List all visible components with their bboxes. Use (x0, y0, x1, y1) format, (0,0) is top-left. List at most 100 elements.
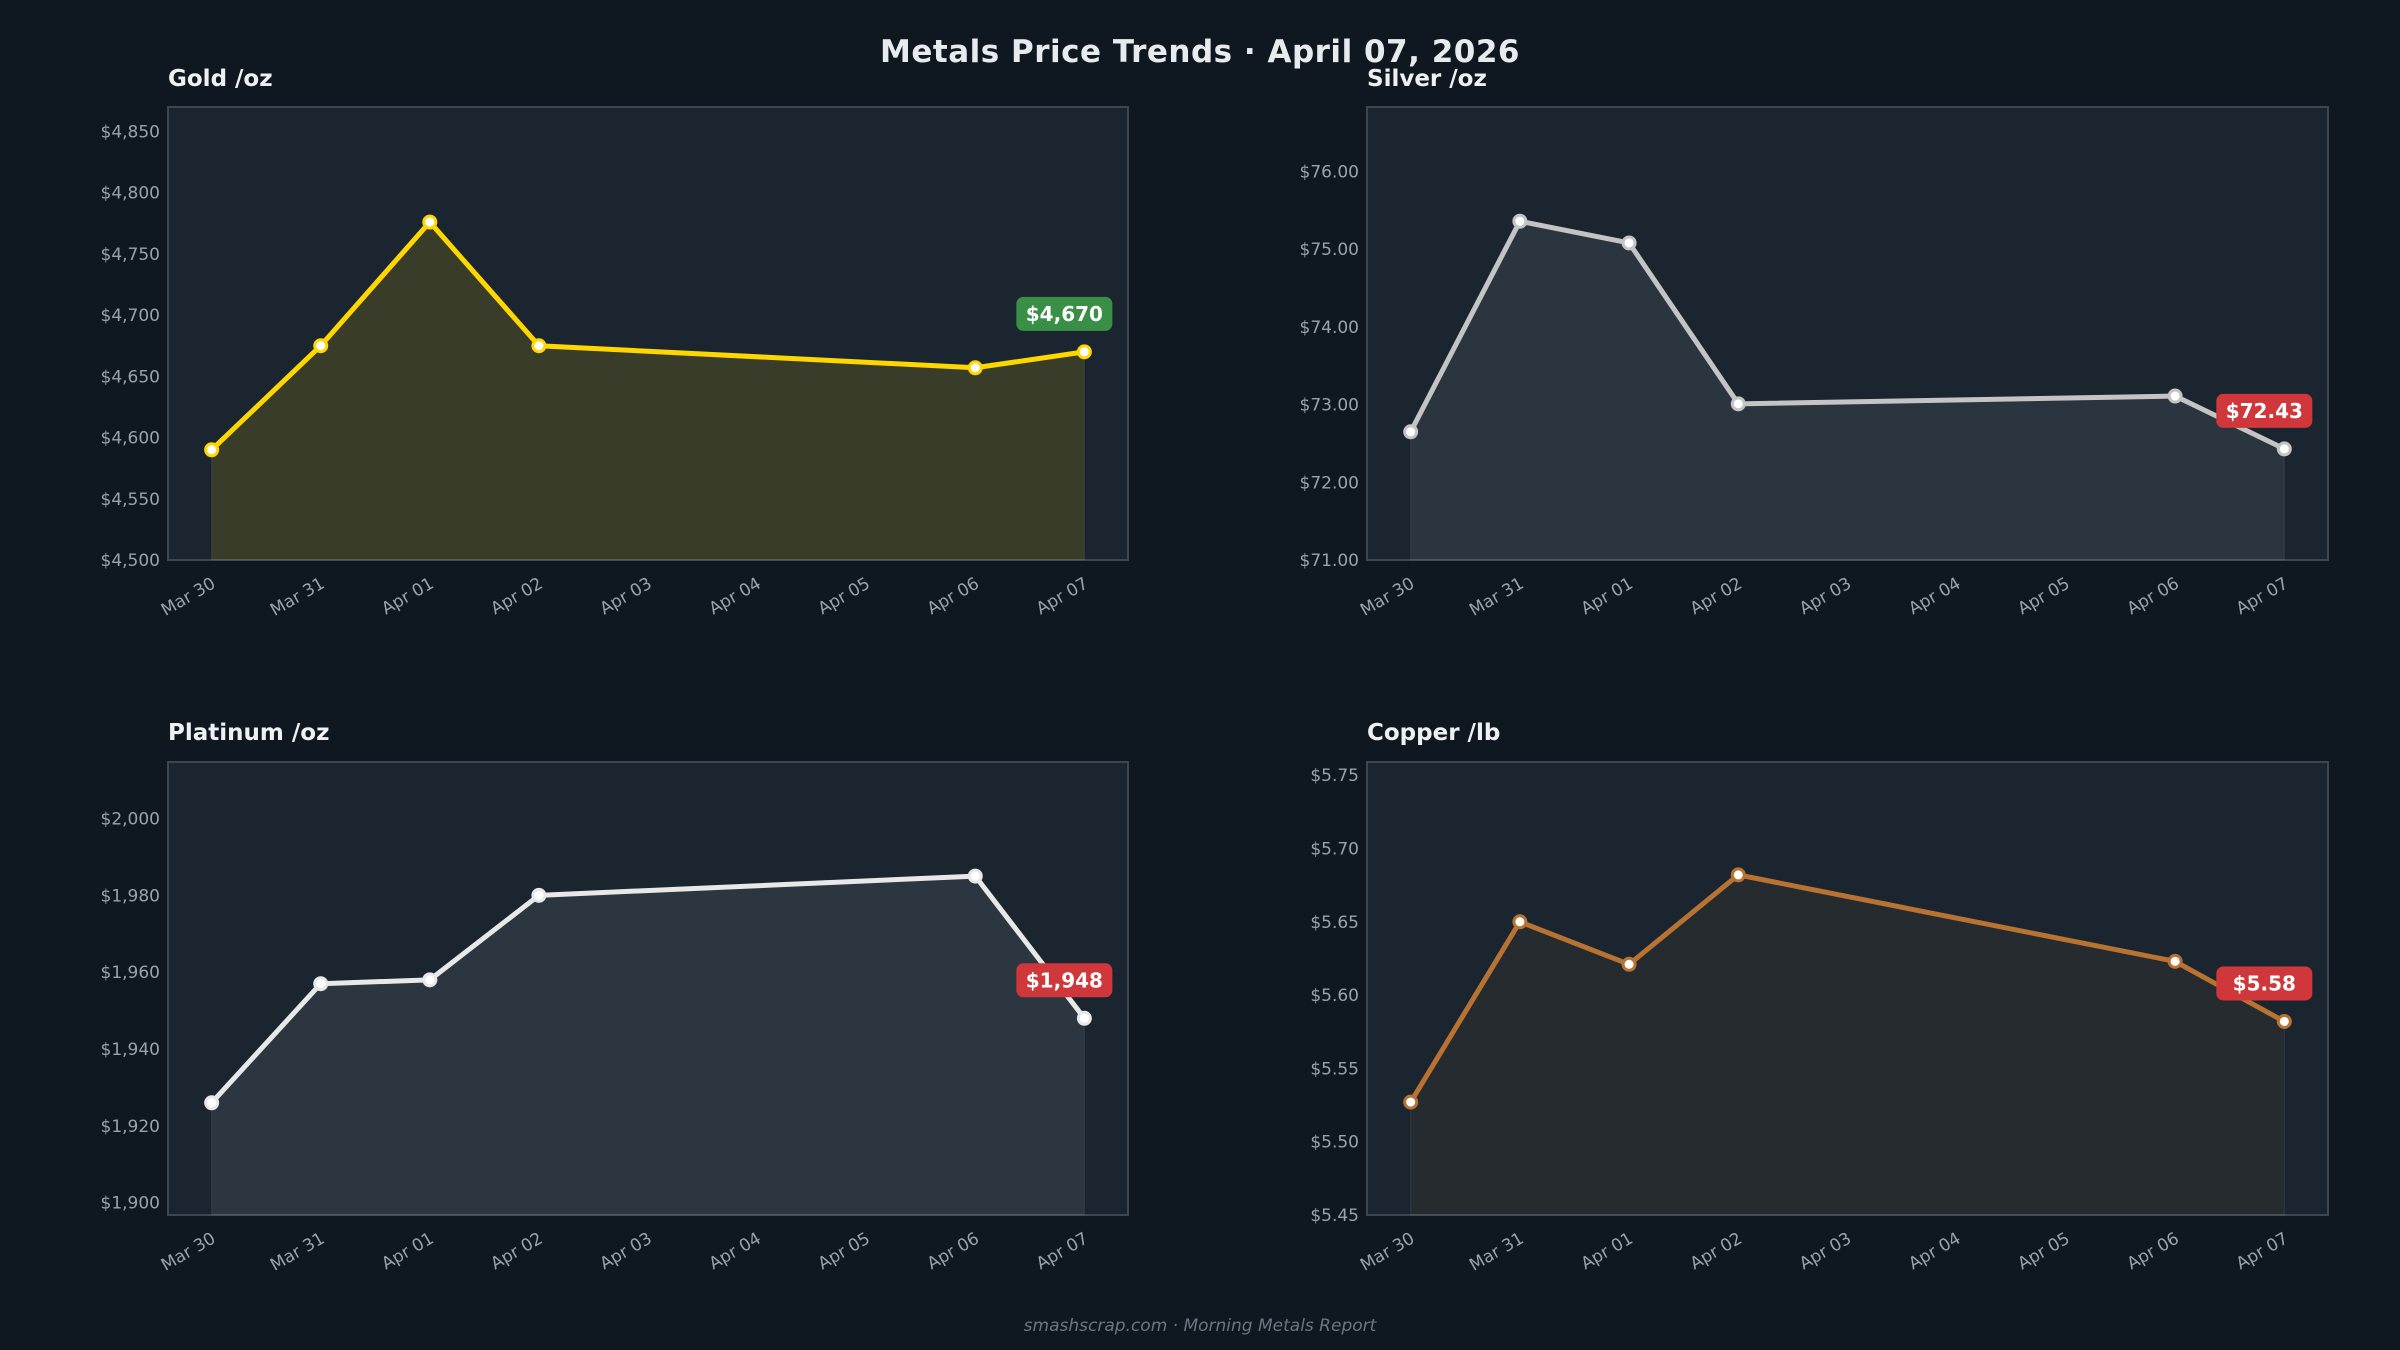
silver-ytick-label: $72.00 (1300, 473, 1359, 493)
gold-ytick-label: $4,850 (101, 122, 160, 142)
platinum-xtick-label: Mar 31 (267, 1229, 328, 1276)
copper-ytick-label: $5.65 (1310, 913, 1359, 933)
silver-xtick-label: Apr 02 (1687, 574, 1746, 620)
footer-credit: smashscrap.com · Morning Metals Report (1023, 1316, 1377, 1336)
silver-ytick-label: $75.00 (1300, 240, 1359, 260)
platinum-xtick-label: Apr 06 (924, 1229, 983, 1275)
gold-data-point (313, 338, 329, 354)
platinum-ytick-label: $1,940 (101, 1040, 160, 1060)
gold-panel-title: Gold /oz (168, 66, 273, 92)
gold-ytick-label: $4,600 (101, 429, 160, 449)
gold-plot-area (167, 106, 1129, 561)
gold-ytick-label: $4,650 (101, 367, 160, 387)
gold-xtick-label: Apr 01 (378, 574, 437, 620)
copper-data-point (1730, 867, 1746, 883)
silver-xtick-label: Apr 01 (1578, 574, 1637, 620)
platinum-xtick-label: Apr 05 (815, 1229, 874, 1275)
copper-chart: $5.45 $5.50 $5.55 $5.60 $5.65 $5.70 $5.75 Mar 3… (1310, 761, 2329, 1276)
silver-chart: $71.00 $72.00 $73.00 $74.00 $75.00 $76.00 Mar … (1300, 106, 2329, 621)
gold-ytick-label: $4,500 (101, 551, 160, 571)
copper-ytick-label: $5.50 (1310, 1133, 1359, 1153)
platinum-chart: $1,900 $1,920 $1,940 $1,960 $1,980 $2,000 Mar … (101, 761, 1129, 1276)
platinum-xtick-label: Apr 02 (488, 1229, 547, 1275)
gold-xtick-label: Apr 06 (924, 574, 983, 620)
gold-price-line (209, 219, 1085, 452)
silver-xtick-label: Apr 05 (2015, 574, 2074, 620)
gold-xtick-label: Apr 02 (488, 574, 547, 620)
platinum-data-point (313, 976, 329, 992)
gold-data-point (531, 338, 547, 354)
copper-xtick-label: Apr 02 (1687, 1229, 1746, 1275)
copper-data-point (1403, 1094, 1419, 1110)
platinum-panel-title: Platinum /oz (168, 720, 330, 746)
gold-data-point (1076, 344, 1092, 360)
platinum-ytick-label: $1,920 (101, 1117, 160, 1137)
copper-xtick-label: Apr 05 (2015, 1229, 2074, 1275)
silver-xtick-label: Apr 03 (1796, 574, 1855, 620)
platinum-xtick-label: Apr 03 (597, 1229, 656, 1275)
platinum-xtick-label: Apr 01 (378, 1229, 437, 1275)
platinum-data-point (422, 972, 438, 988)
platinum-xtick-label: Apr 04 (706, 1229, 765, 1275)
gold-xtick-label: Apr 04 (706, 574, 765, 620)
silver-data-point (1403, 424, 1419, 440)
silver-data-point (2276, 441, 2292, 457)
copper-price-line (1408, 872, 2286, 1104)
copper-ytick-label: $5.75 (1310, 766, 1359, 786)
copper-xtick-label: Apr 01 (1578, 1229, 1637, 1275)
platinum-data-point (1076, 1010, 1092, 1026)
copper-ytick-label: $5.60 (1310, 986, 1359, 1006)
gold-ytick-label: $4,550 (101, 490, 160, 510)
copper-xtick-label: Mar 31 (1466, 1229, 1527, 1276)
platinum-xtick-label: Mar 30 (158, 1229, 219, 1276)
copper-data-point (1512, 914, 1528, 930)
gold-ytick-label: $4,700 (101, 306, 160, 326)
copper-ytick-label: $5.55 (1310, 1059, 1359, 1079)
copper-last-value-label: $5.58 (2233, 971, 2296, 995)
silver-xtick-label: Apr 06 (2124, 574, 2183, 620)
gold-xtick-label: Apr 05 (815, 574, 874, 620)
platinum-xtick-label: Apr 07 (1033, 1229, 1092, 1275)
silver-xtick-label: Apr 07 (2233, 574, 2292, 620)
gold-last-value-badge (1016, 296, 1113, 331)
platinum-data-point (204, 1095, 220, 1111)
platinum-data-point (531, 887, 547, 903)
platinum-ytick-label: $1,980 (101, 886, 160, 906)
silver-data-point (1621, 235, 1637, 251)
silver-data-point (2167, 388, 2183, 404)
silver-xtick-label: Mar 30 (1357, 574, 1418, 621)
gold-chart: $4,500 $4,550 $4,600 $4,650 $4,700 $4,750 $4,8… (101, 106, 1129, 621)
main-title: Metals Price Trends · April 07, 2026 (880, 34, 1520, 70)
gold-last-value-label: $4,670 (1026, 302, 1103, 326)
silver-ytick-label: $74.00 (1300, 318, 1359, 338)
silver-ytick-label: $71.00 (1300, 551, 1359, 571)
silver-price-line (1408, 218, 2286, 452)
copper-data-point (1621, 956, 1637, 972)
copper-plot-area (1366, 761, 2329, 1216)
silver-xtick-label: Mar 31 (1466, 574, 1527, 621)
silver-panel-title: Silver /oz (1367, 66, 1487, 92)
silver-ytick-label: $73.00 (1300, 396, 1359, 416)
platinum-price-line (209, 873, 1087, 1105)
platinum-last-value-badge (1016, 963, 1113, 998)
gold-data-point (204, 442, 220, 458)
gold-xtick-label: Apr 07 (1033, 574, 1092, 620)
gold-data-point (422, 214, 438, 230)
copper-panel-title: Copper /lb (1367, 720, 1501, 746)
platinum-ytick-label: $2,000 (101, 809, 160, 829)
silver-last-value-badge (2216, 393, 2313, 428)
silver-data-point (1512, 213, 1528, 229)
gold-ytick-label: $4,750 (101, 245, 160, 265)
gold-data-point (967, 360, 983, 376)
gold-xtick-label: Mar 30 (158, 574, 219, 621)
gold-xtick-label: Apr 03 (597, 574, 656, 620)
silver-data-point (1730, 396, 1746, 412)
platinum-ytick-label: $1,960 (101, 963, 160, 983)
gold-xtick-label: Mar 31 (267, 574, 328, 621)
silver-last-value-label: $72.43 (2226, 399, 2303, 423)
copper-xtick-label: Apr 06 (2124, 1229, 2183, 1275)
platinum-data-point (967, 868, 983, 884)
silver-ytick-label: $76.00 (1300, 162, 1359, 182)
copper-xtick-label: Mar 30 (1357, 1229, 1418, 1276)
